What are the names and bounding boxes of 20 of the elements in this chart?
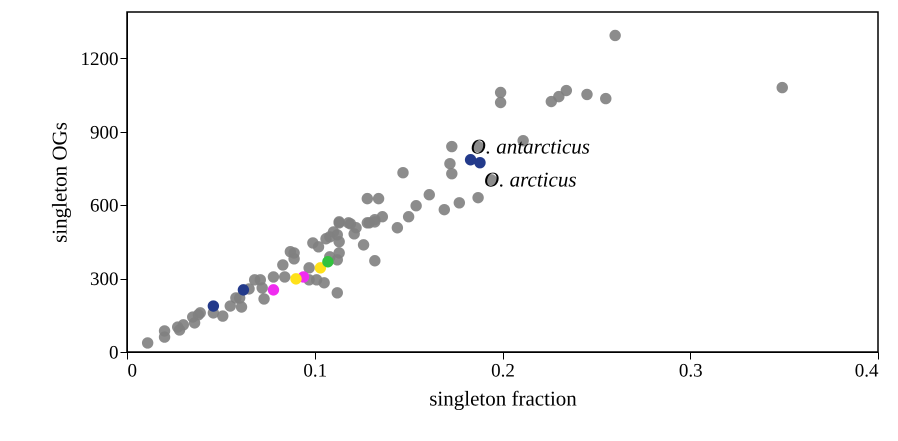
x-tick-label: 0.4 [854,360,879,382]
point [314,262,326,274]
x-tick-label: 0.3 [678,360,703,382]
y-tick-label: 1200 [80,48,118,70]
x-tick-label: 0 [128,360,137,382]
point [322,256,334,268]
point [208,300,220,312]
point [474,156,486,168]
y-tick-label: 0 [109,342,118,364]
point [238,284,250,296]
y-tick-label: 300 [90,269,118,290]
y-axis-title: singleton OGs [48,122,72,243]
x-tick-label: 0.1 [303,360,328,382]
point [268,284,280,296]
x-axis-title: singleton fraction [429,386,578,410]
point [464,154,476,166]
y-tick-label: 600 [90,196,118,217]
point [290,273,302,285]
y-tick-label: 900 [90,122,118,144]
x-tick-label: 0.2 [491,360,515,382]
